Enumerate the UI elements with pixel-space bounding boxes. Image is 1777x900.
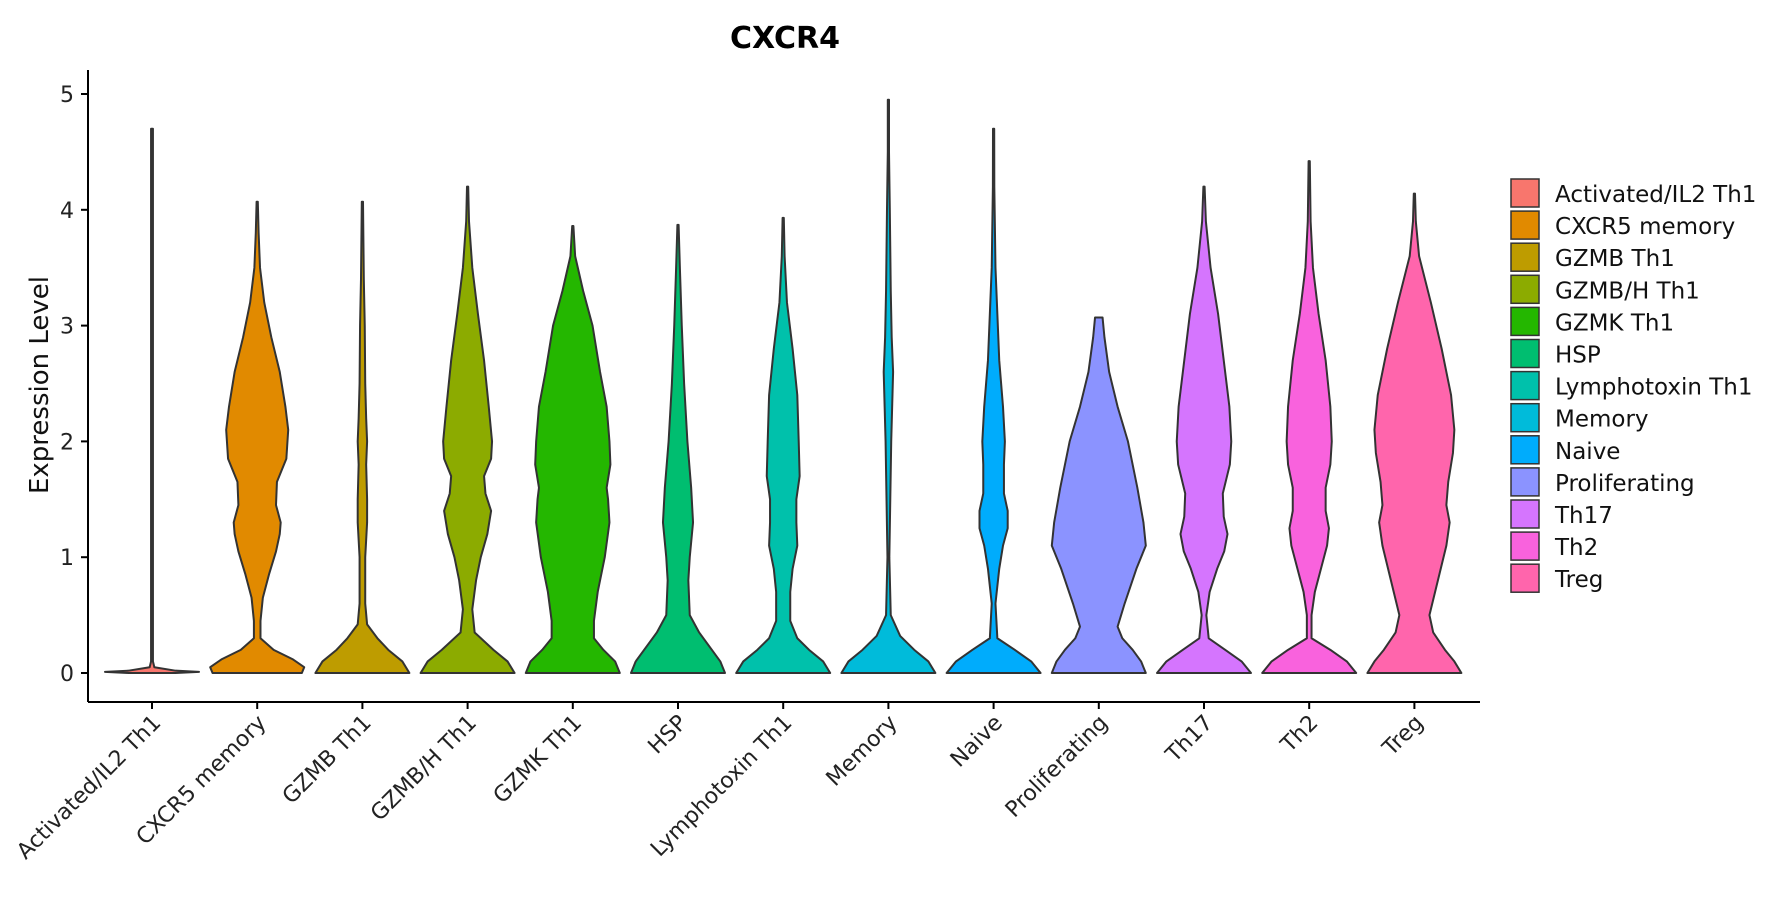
legend-label: GZMB Th1 — [1555, 246, 1675, 272]
legend-label: Th2 — [1554, 535, 1598, 561]
legend-label: Lymphotoxin Th1 — [1555, 375, 1753, 401]
legend: Activated/IL2 Th1 CXCR5 memory GZMB Th1 GZM… — [1510, 178, 1756, 593]
y-ticks: 0 1 2 3 4 5 — [60, 83, 88, 687]
legend-swatch — [1510, 402, 1540, 433]
legend-label: Activated/IL2 Th1 — [1555, 182, 1756, 208]
legend-label: Treg — [1554, 567, 1603, 593]
violin-cxcr5-memory — [209, 200, 306, 674]
legend-swatch — [1510, 178, 1540, 208]
legend-swatch — [1510, 306, 1540, 337]
legend-swatch — [1510, 467, 1540, 497]
violin-activated-il2-th1 — [104, 127, 200, 674]
y-tick-label: 5 — [60, 83, 74, 108]
legend-swatch — [1510, 531, 1540, 561]
legend-label: Proliferating — [1555, 471, 1695, 497]
legend-swatch — [1510, 338, 1540, 369]
legend-label: HSP — [1555, 343, 1601, 369]
violin-th2 — [1261, 160, 1358, 674]
y-tick-label: 0 — [60, 662, 74, 687]
legend-label: Naive — [1555, 439, 1620, 465]
violin-gzmb-h-th1 — [419, 185, 516, 674]
violin-naive — [945, 127, 1042, 674]
legend-swatch — [1510, 563, 1540, 593]
y-tick-label: 4 — [60, 199, 74, 224]
violins — [104, 98, 1463, 674]
legend-label: CXCR5 memory — [1555, 214, 1735, 240]
y-axis-title-group: Expression Level — [25, 276, 55, 494]
violin-th17 — [1156, 185, 1252, 674]
legend-swatch — [1510, 435, 1540, 465]
chart-title: CXCR4 — [730, 21, 840, 56]
y-tick-label: 2 — [60, 430, 74, 455]
legend-label: Memory — [1555, 407, 1649, 433]
legend-swatch — [1510, 370, 1540, 401]
legend-label: GZMK Th1 — [1555, 310, 1674, 336]
legend-swatch — [1510, 242, 1540, 272]
violin-memory — [840, 98, 937, 674]
violin-gzmb-th1 — [314, 200, 411, 674]
legend-swatch — [1510, 210, 1540, 240]
violin-gzmk-th1 — [524, 225, 621, 674]
legend-label: GZMB/H Th1 — [1555, 278, 1700, 304]
legend-swatch — [1510, 274, 1540, 305]
violin-treg — [1366, 192, 1463, 674]
y-axis-title: Expression Level — [25, 276, 55, 494]
violin-proliferating — [1050, 316, 1147, 674]
violin-hsp — [630, 223, 726, 674]
legend-label: Th17 — [1554, 503, 1613, 529]
violin-lymphotoxin-th1 — [735, 216, 832, 674]
y-tick-label: 1 — [60, 546, 74, 571]
legend-swatch — [1510, 499, 1540, 529]
y-tick-label: 3 — [60, 315, 74, 340]
